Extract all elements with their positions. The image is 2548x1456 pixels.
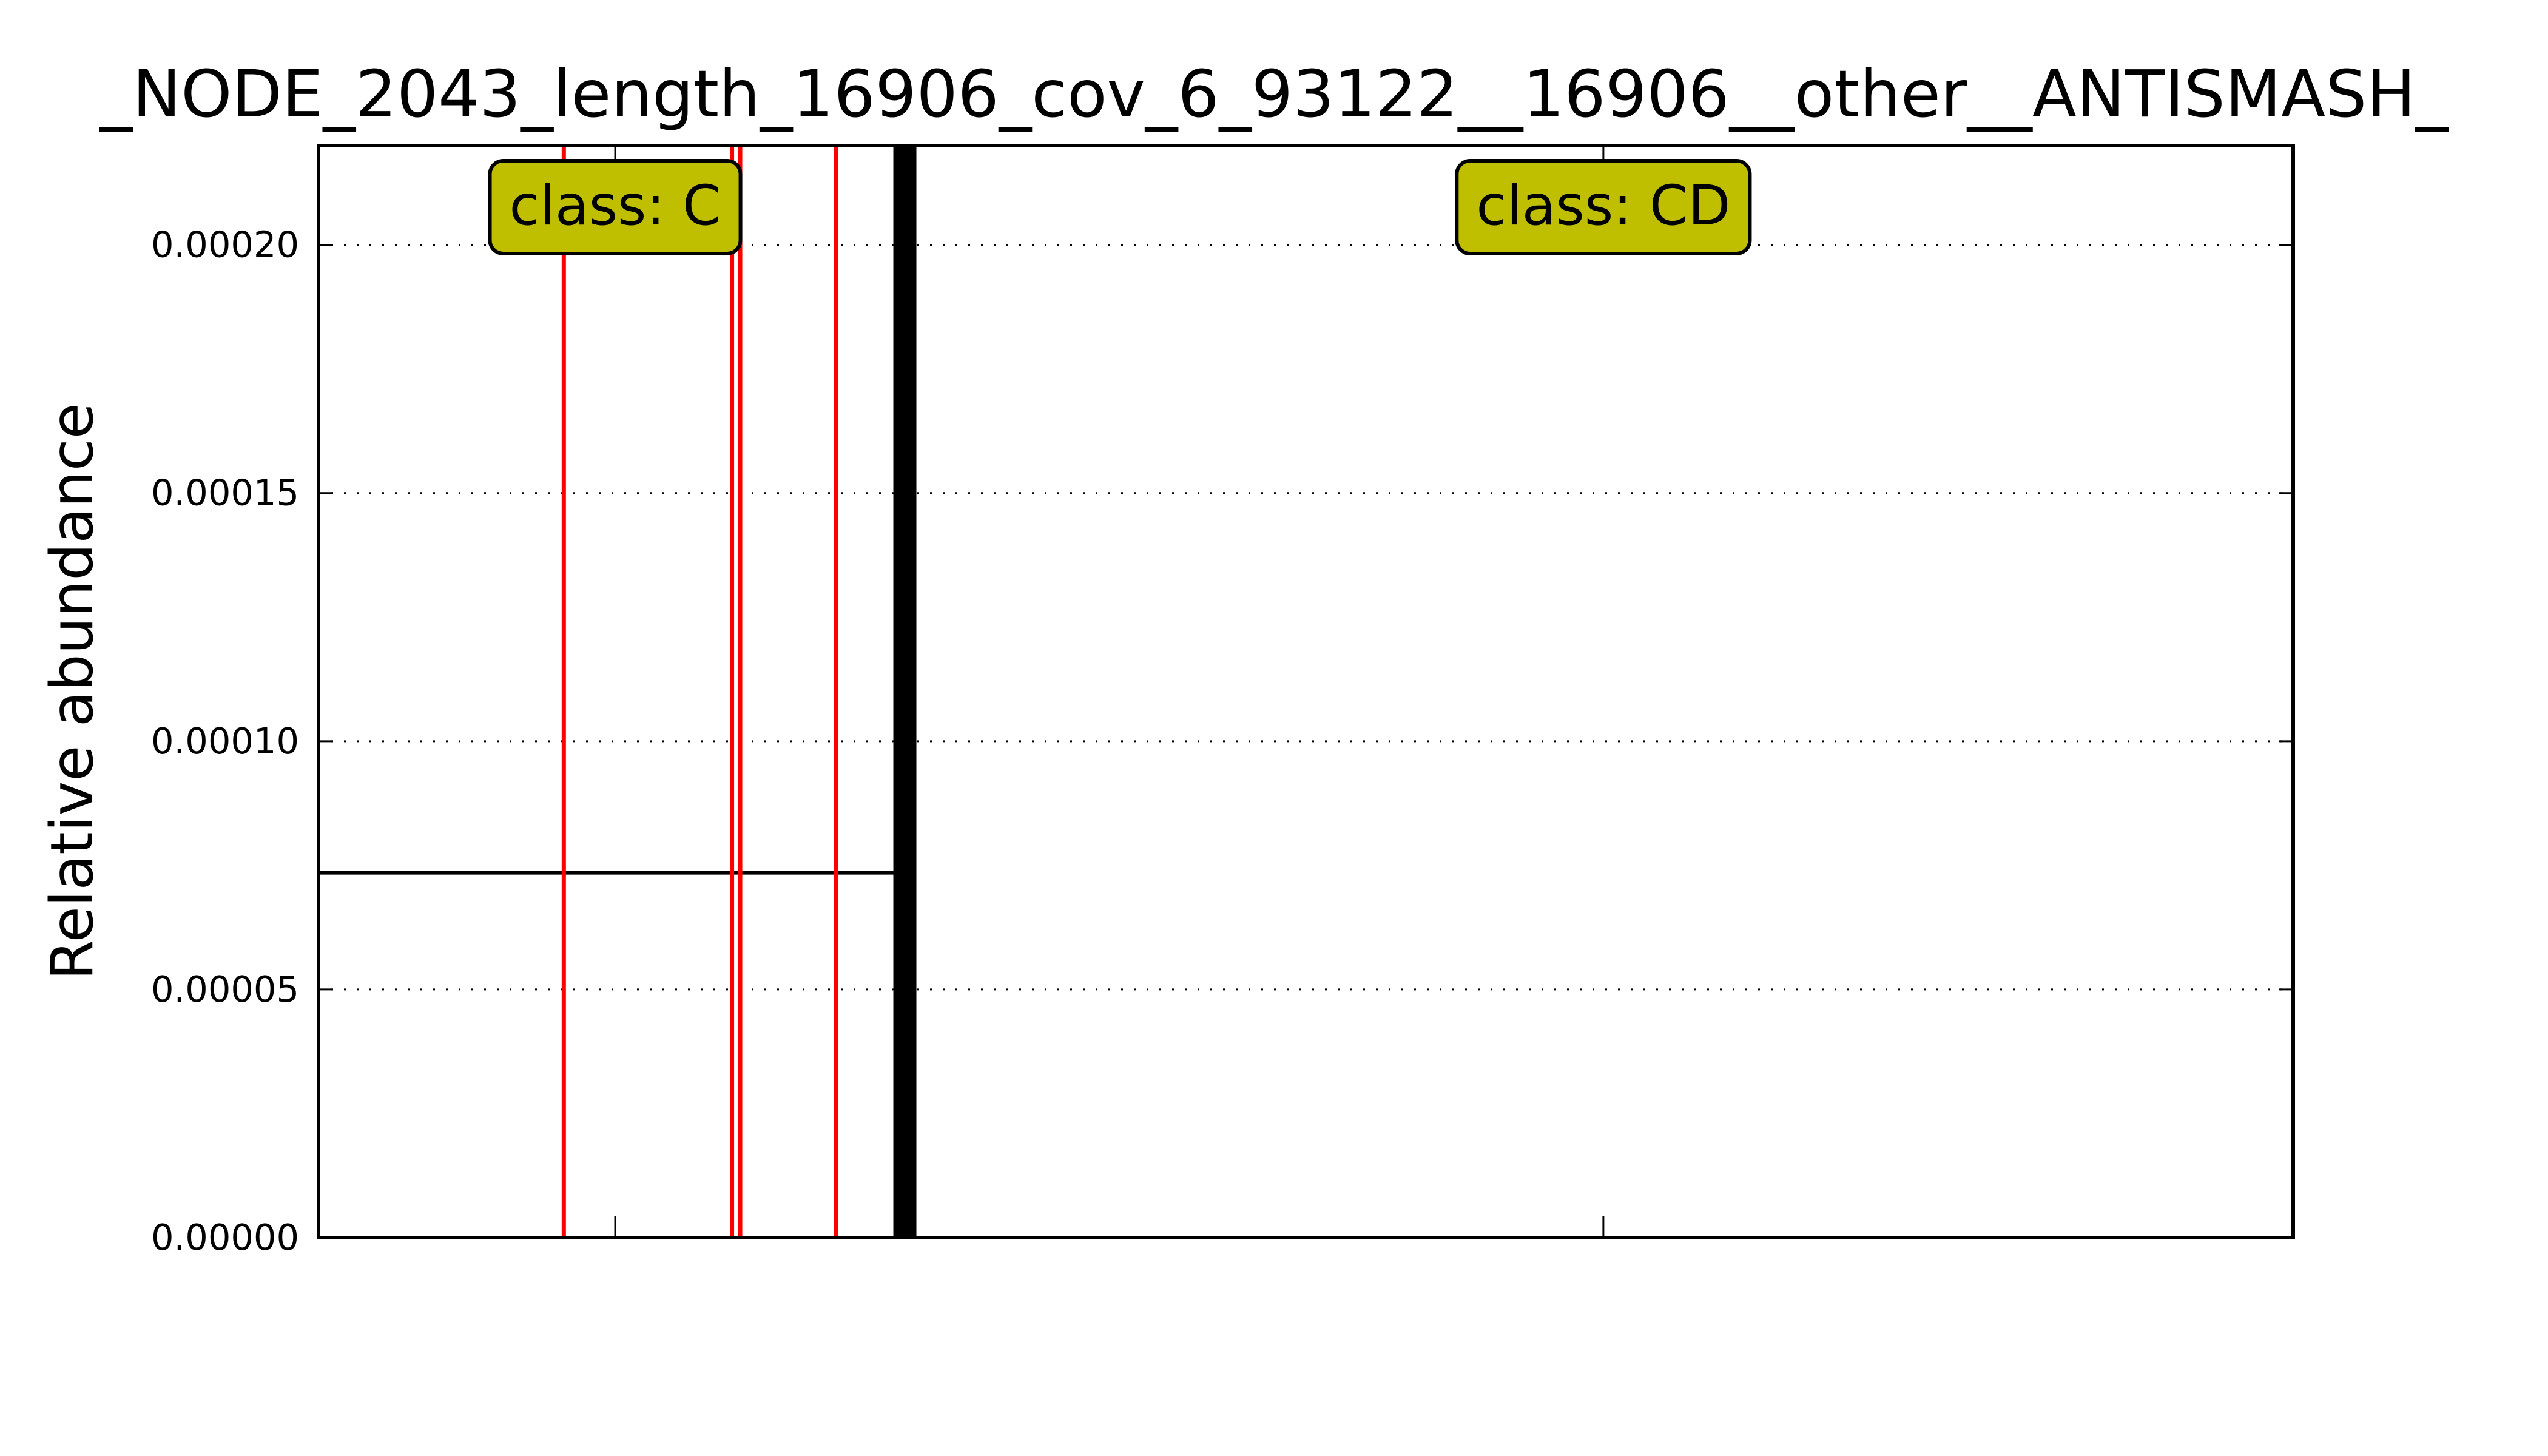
red-markers (561, 146, 838, 1238)
region-label-text: class: CD (1476, 174, 1730, 238)
region-label: class: CD (1455, 159, 1752, 255)
region-labels: class: C class: CD (488, 159, 1752, 255)
x-ticks (614, 146, 1605, 1238)
region-label-box (1455, 159, 1752, 255)
plot-frame (317, 144, 2295, 1239)
y-axis-label: Relative abundance (38, 403, 106, 980)
y-tick-label: 0.00020 (151, 224, 299, 266)
chart-title: _NODE_2043_length_16906_cov_6_93122__169… (99, 57, 2449, 132)
region-label-text: class: C (510, 174, 721, 238)
y-gridlines (318, 244, 2293, 991)
region-label: class: C (488, 159, 743, 255)
region-label-box (488, 159, 743, 255)
y-tick-label: 0.00010 (151, 720, 299, 762)
y-tick-label: 0.00000 (151, 1216, 299, 1258)
y-tick-label: 0.00005 (151, 968, 299, 1010)
y-tick-label: 0.00015 (151, 472, 299, 514)
y-ticks: 0.00000 0.00005 0.00010 0.00015 0.00020 (151, 224, 2293, 1258)
